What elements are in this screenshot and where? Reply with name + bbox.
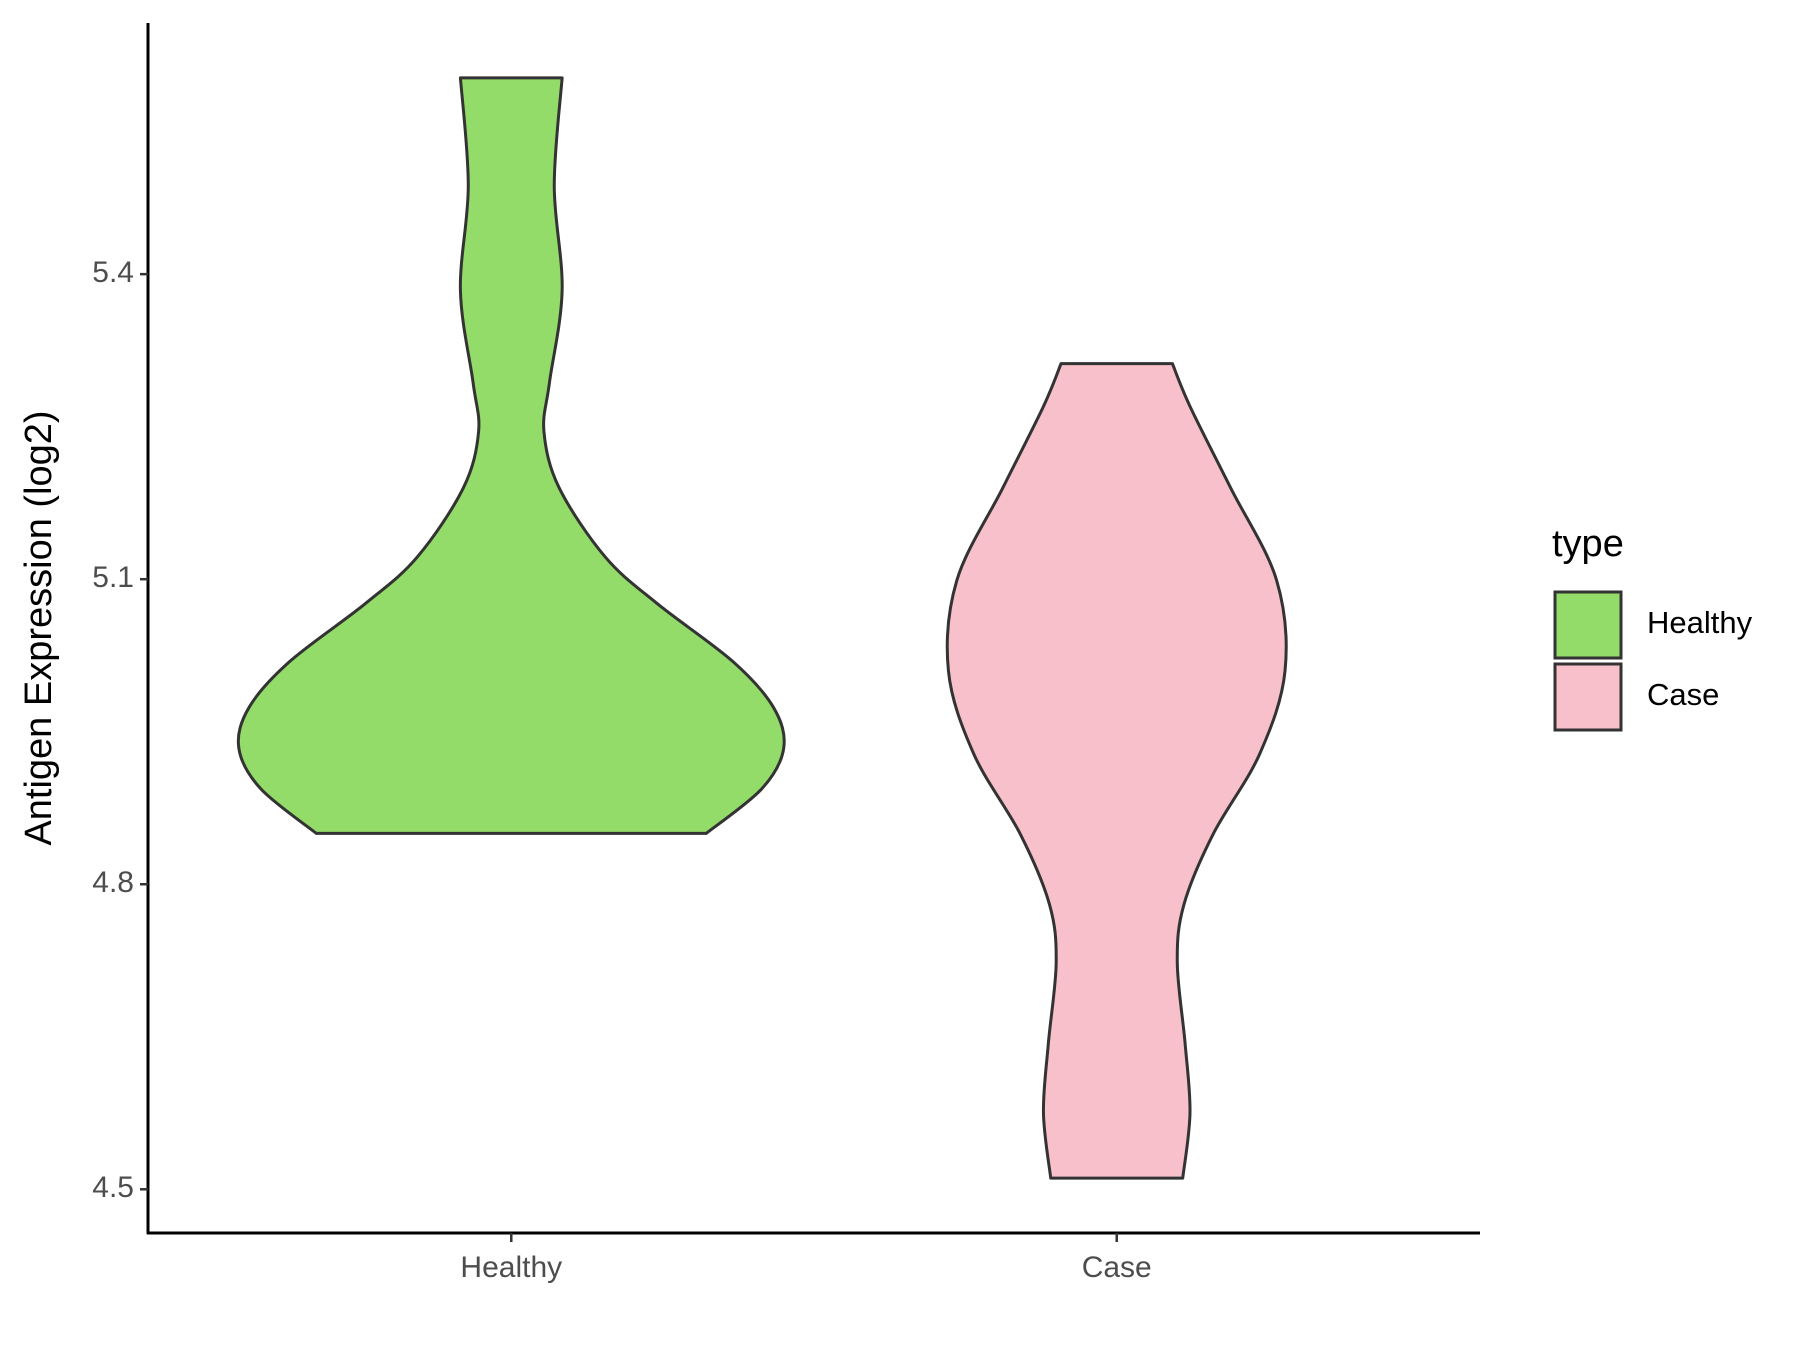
violin <box>945 362 1288 1180</box>
legend-label: Case <box>1647 677 1719 712</box>
y-axis-title: Antigen Expression (log2) <box>18 410 60 845</box>
y-tick-label: 5.1 <box>92 561 134 594</box>
legend-title: type <box>1552 523 1624 565</box>
y-tick-label: 5.4 <box>92 256 134 289</box>
y-tick-label: 4.8 <box>92 866 134 899</box>
y-tick-label: 4.5 <box>92 1171 134 1204</box>
x-tick-label: Case <box>1082 1251 1152 1284</box>
x-tick-label: Healthy <box>460 1251 562 1284</box>
legend-key <box>1553 662 1623 732</box>
violin <box>236 76 786 835</box>
legend-label: Healthy <box>1647 605 1753 640</box>
legend-key <box>1553 590 1623 660</box>
